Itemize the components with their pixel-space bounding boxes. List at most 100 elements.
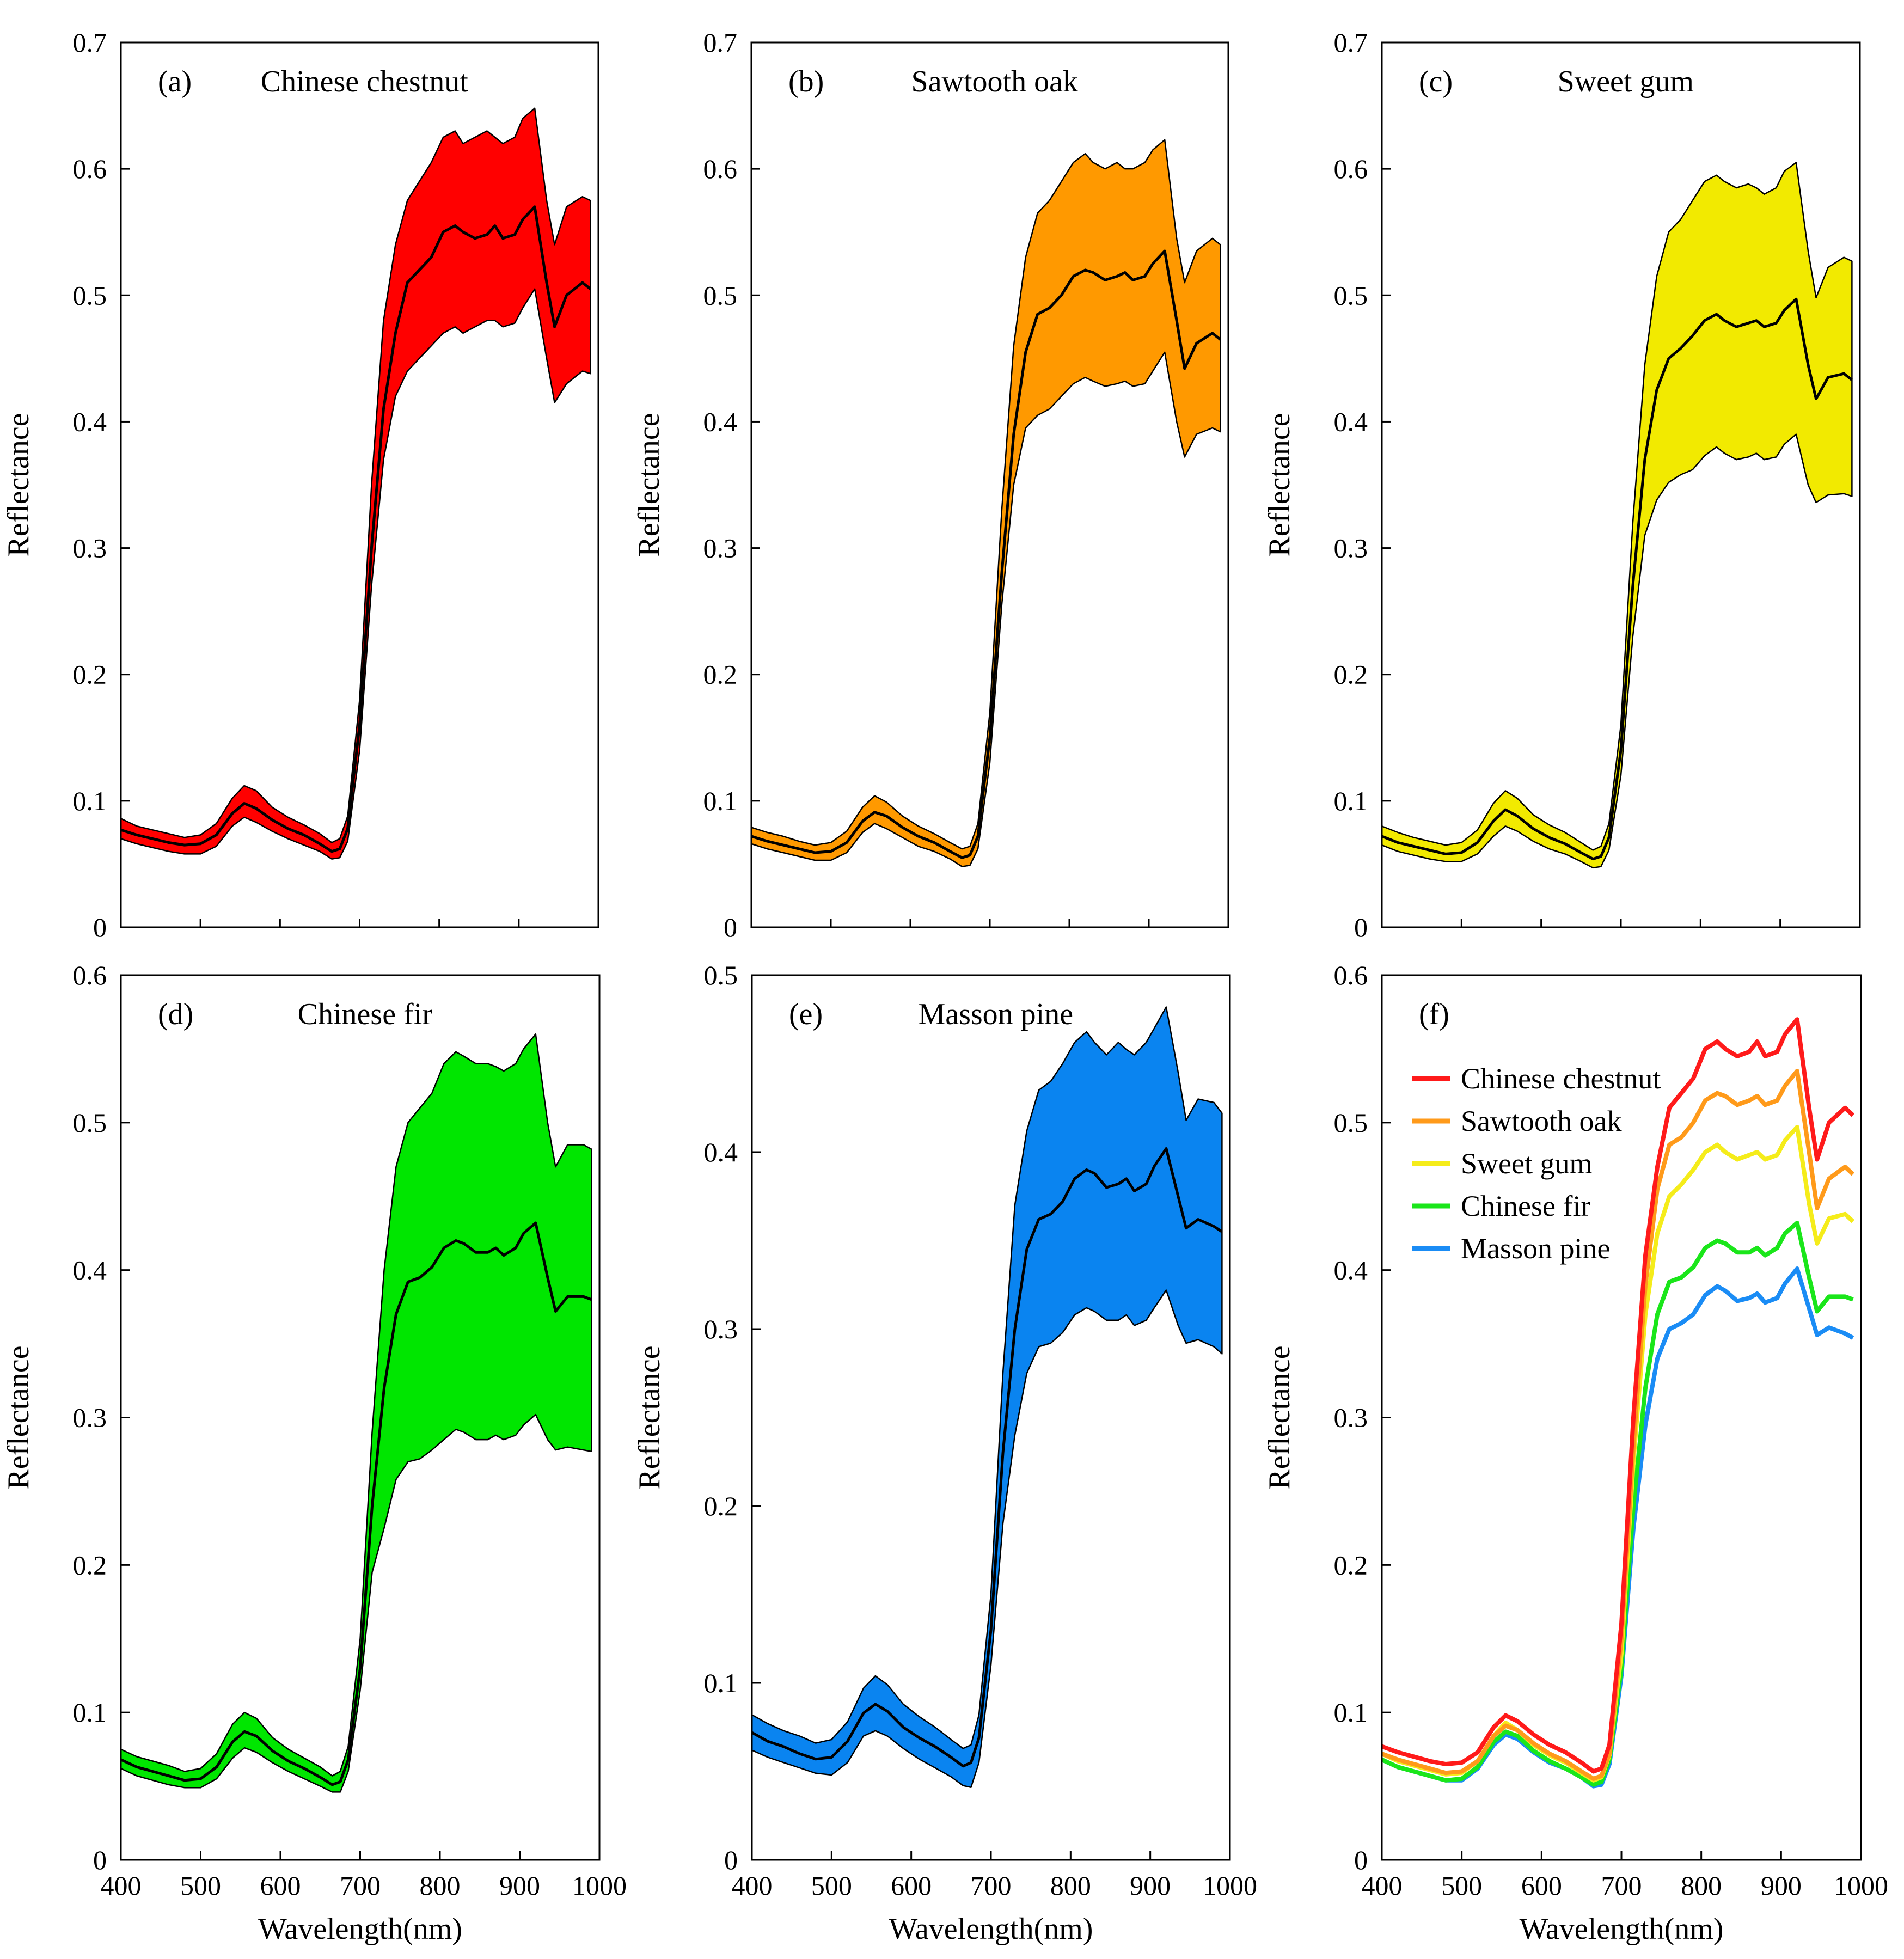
panel-2-letter: (b) <box>788 65 824 99</box>
panel-2-ytick-label: 0 <box>724 912 737 942</box>
panel-1-ytick-label: 0.1 <box>73 786 107 816</box>
panel-1-title: Chinese chestnut <box>261 65 468 99</box>
legend-label-chinese-chestnut: Chinese chestnut <box>1461 1062 1661 1095</box>
panel-6-series-chinese-fir <box>1381 1221 1854 1787</box>
panel-2-ytick-label: 0.5 <box>703 280 738 310</box>
panel-5-ytick-label: 0.4 <box>704 1137 738 1167</box>
legend: Chinese chestnut Sawtooth oak Sweet gum Chi… <box>1412 1062 1661 1265</box>
panel-5-ytick-label: 0.3 <box>704 1314 738 1344</box>
panel-6-xtick-label: 700 <box>1601 1870 1642 1901</box>
panel-6-ytick-label: 0.2 <box>1334 1550 1368 1580</box>
panel-1-ytick-label: 0.2 <box>73 659 107 690</box>
panel-1-ytick-label: 0.4 <box>73 406 107 437</box>
panel-5-xtick-label: 1000 <box>1203 1870 1257 1901</box>
panel-1-range-band <box>120 107 591 860</box>
panel-6-xtick-label: 400 <box>1362 1870 1403 1901</box>
legend-label-chinese-fir: Chinese fir <box>1461 1190 1590 1222</box>
panel-5-xtick-label: 800 <box>1050 1870 1091 1901</box>
panel-4-xtick-label: 700 <box>340 1870 381 1901</box>
panel-4-letter: (d) <box>158 997 193 1031</box>
panel-1-ytick-label: 0 <box>93 912 107 942</box>
panel-2-title: Sawtooth oak <box>911 65 1078 99</box>
panel-6-ytick-label: 0.6 <box>1334 960 1368 990</box>
panel-5-xtick-label: 400 <box>732 1870 773 1901</box>
panel-6-xtick-label: 800 <box>1681 1870 1722 1901</box>
panel-4-range-band <box>120 1033 592 1793</box>
panel-6-ytick-label: 0.4 <box>1334 1255 1368 1285</box>
panel-2-ytick-label: 0.4 <box>703 406 738 437</box>
panel-3: 0 0.1 0.2 0.3 0.4 0.5 0.6 0.7 Reflectance (c) Swee… <box>1263 27 1861 942</box>
panel-5-title: Masson pine <box>918 997 1073 1031</box>
panel-5-range-band <box>751 1006 1223 1789</box>
legend-label-masson-pine: Masson pine <box>1461 1232 1610 1265</box>
panel-3-ylabel: Reflectance <box>1263 413 1296 556</box>
panel-4-ylabel: Reflectance <box>2 1345 35 1489</box>
panel-6-xtick-label: 900 <box>1761 1870 1802 1901</box>
panel-6-xtick-label: 500 <box>1441 1870 1482 1901</box>
panel-4: 0 0.1 0.2 0.3 0.4 0.5 0.6 400 500 600 700 800 900 100… <box>2 960 627 1946</box>
panel-5-ytick-label: 0.1 <box>704 1668 738 1698</box>
panel-4-ytick-label: 0.4 <box>73 1255 107 1285</box>
panel-3-ytick-label: 0.6 <box>1334 154 1368 184</box>
panel-5-xtick-label: 500 <box>811 1870 852 1901</box>
panel-4-ytick-label: 0.3 <box>73 1403 107 1433</box>
panel-5-xtick-label: 600 <box>891 1870 932 1901</box>
panel-1-ytick-label: 0.7 <box>73 27 107 58</box>
panel-5-mean-line <box>751 1147 1223 1768</box>
panel-4-xtick-label: 600 <box>260 1870 301 1901</box>
panel-6-xtick-label: 600 <box>1521 1870 1562 1901</box>
panel-3-ytick-label: 0.2 <box>1334 659 1368 690</box>
panel-6-ylabel: Reflectance <box>1263 1345 1296 1489</box>
panel-4-xtick-label: 800 <box>420 1870 461 1901</box>
panel-6: 0 0.1 0.2 0.3 0.4 0.5 0.6 400 500 600 700 800 900 100… <box>1263 960 1888 1946</box>
panel-1-mean-line <box>120 205 591 853</box>
panel-5-xlabel: Wavelength(nm) <box>889 1912 1093 1946</box>
panel-2-ytick-label: 0.6 <box>703 154 738 184</box>
panel-4-xlabel: Wavelength(nm) <box>258 1912 462 1946</box>
panel-6-ytick-label: 0.5 <box>1334 1107 1368 1138</box>
panel-6-ytick-label: 0.3 <box>1334 1403 1368 1433</box>
panel-5-ytick-label: 0.5 <box>704 960 738 990</box>
panel-1-ytick-label: 0.3 <box>73 533 107 564</box>
panel-4-xtick-label: 1000 <box>572 1870 627 1901</box>
panel-4-xtick-label: 500 <box>180 1870 221 1901</box>
panel-3-ytick-label: 0 <box>1354 912 1368 942</box>
panel-4-ytick-label: 0.1 <box>73 1697 107 1728</box>
panel-1-ytick-label: 0.5 <box>73 280 107 310</box>
panel-2-ytick-label: 0.3 <box>703 533 738 564</box>
panel-3-range-band <box>1381 162 1853 869</box>
panel-2-mean-line <box>751 249 1221 859</box>
panel-1-letter: (a) <box>158 65 192 99</box>
panel-4-mean-line <box>120 1221 592 1786</box>
panel-5-ytick-label: 0.2 <box>704 1491 738 1521</box>
panel-6-xtick-label: 1000 <box>1834 1870 1888 1901</box>
panel-5-ylabel: Reflectance <box>633 1345 666 1489</box>
panel-5-ytick-label: 0 <box>724 1845 738 1875</box>
panel-3-letter: (c) <box>1419 65 1453 99</box>
panel-4-ytick-label: 0.6 <box>73 960 107 990</box>
panel-4-title: Chinese fir <box>298 997 433 1031</box>
panel-4-xtick-label: 400 <box>101 1870 142 1901</box>
panel-5-xtick-label: 700 <box>971 1870 1012 1901</box>
panel-3-mean-line <box>1381 297 1853 861</box>
panel-2-ylabel: Reflectance <box>632 413 666 556</box>
panel-2-ytick-label: 0.2 <box>703 659 738 690</box>
panel-1: 0 0.1 0.2 0.3 0.4 0.5 0.6 0.7 Reflectance (a) Chin… <box>2 27 599 942</box>
panel-6-letter: (f) <box>1419 997 1449 1031</box>
legend-label-sweet-gum: Sweet gum <box>1461 1147 1592 1180</box>
panel-2-ytick-label: 0.7 <box>703 27 738 58</box>
panel-5-xtick-label: 900 <box>1130 1870 1171 1901</box>
panel-5-letter: (e) <box>789 997 823 1031</box>
legend-label-sawtooth-oak: Sawtooth oak <box>1461 1105 1621 1137</box>
panel-6-ytick-label: 0 <box>1354 1845 1368 1875</box>
panel-3-ytick-label: 0.7 <box>1334 27 1368 58</box>
panel-3-ytick-label: 0.5 <box>1334 280 1368 310</box>
panel-5: 0 0.1 0.2 0.3 0.4 0.5 400 500 600 700 800 900 1000 Re… <box>633 960 1257 1946</box>
panel-1-ytick-label: 0.6 <box>73 154 107 184</box>
panel-6-xlabel: Wavelength(nm) <box>1520 1912 1724 1946</box>
panel-4-ytick-label: 0 <box>93 1845 107 1875</box>
panel-4-xtick-label: 900 <box>499 1870 540 1901</box>
panel-2-ytick-label: 0.1 <box>703 786 738 816</box>
panel-6-series-chinese-chestnut <box>1381 1017 1855 1774</box>
